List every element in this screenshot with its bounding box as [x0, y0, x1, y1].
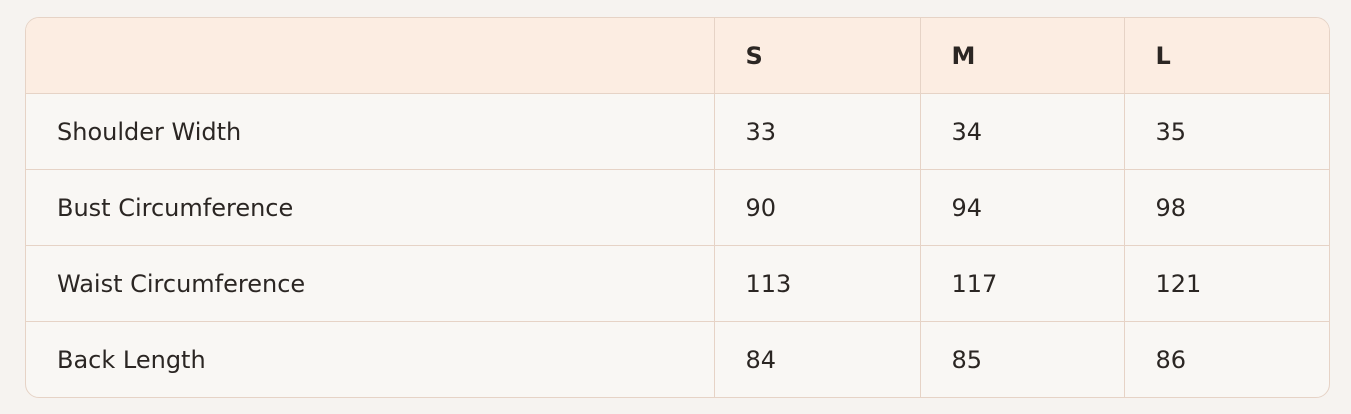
row-label: Bust Circumference — [26, 169, 715, 246]
header-row: S M L — [26, 18, 1329, 94]
row-label: Waist Circumference — [26, 245, 715, 322]
cell-value: 33 — [714, 93, 921, 170]
row-label: Back Length — [26, 321, 715, 397]
cell-value: 86 — [1155, 345, 1187, 374]
size-chart: S M L Shoulder Width 33 34 35 Bust Circu… — [25, 17, 1330, 398]
header-size-m: M — [920, 18, 1125, 94]
header-size-s: S — [714, 18, 921, 94]
cell-value: 94 — [920, 169, 1125, 246]
table-row: Waist Circumference 113 117 121 — [26, 245, 1329, 322]
header-empty — [26, 18, 715, 94]
cell-value: 121 — [1124, 245, 1329, 322]
cell-value: 35 — [1124, 93, 1329, 170]
cell-value: 34 — [920, 93, 1125, 170]
size-table: S M L Shoulder Width 33 34 35 Bust Circu… — [26, 18, 1329, 397]
cell-value: 85 — [920, 321, 1125, 397]
header-size-l: L — [1124, 18, 1329, 94]
cell-value: 98 — [1124, 169, 1329, 246]
cell-value: 90 — [714, 169, 921, 246]
table-row: Back Length 84 85 86 — [26, 321, 1329, 397]
cell-value: 113 — [714, 245, 921, 322]
cell-value: 84 — [714, 321, 921, 397]
row-label: Shoulder Width — [26, 93, 715, 170]
cell-value: 117 — [920, 245, 1125, 322]
table-row: Bust Circumference 90 94 98 — [26, 169, 1329, 246]
table-row: Shoulder Width 33 34 35 — [26, 93, 1329, 170]
